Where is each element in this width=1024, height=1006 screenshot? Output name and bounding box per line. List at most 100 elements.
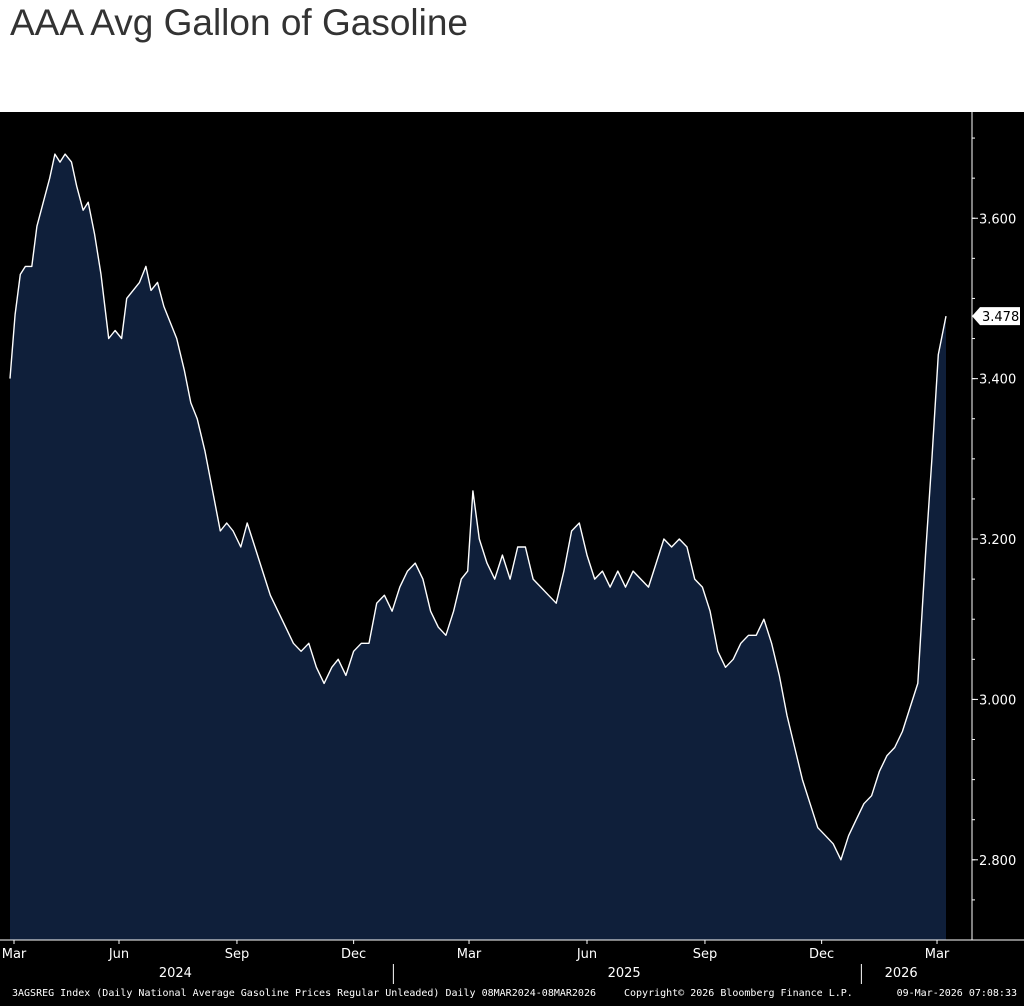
y-tick-label: 3.600 xyxy=(979,212,1016,227)
data-point xyxy=(602,571,603,572)
data-point xyxy=(376,603,377,604)
data-point xyxy=(502,555,503,556)
data-point xyxy=(392,611,393,612)
data-point xyxy=(563,571,564,572)
data-point xyxy=(331,667,332,668)
data-point xyxy=(802,779,803,780)
data-point xyxy=(548,595,549,596)
data-point xyxy=(533,579,534,580)
data-point xyxy=(733,659,734,660)
chart-frame: 2.800 3.000 3.200 3.400 3.600 3.478 Mar Jun Sep D… xyxy=(0,112,1024,1006)
data-point xyxy=(83,210,84,211)
data-point xyxy=(212,490,213,491)
data-point xyxy=(871,795,872,796)
data-point xyxy=(648,587,649,588)
data-point xyxy=(756,635,757,636)
data-point xyxy=(663,538,664,539)
data-point xyxy=(748,635,749,636)
data-point xyxy=(586,555,587,556)
data-point xyxy=(301,651,302,652)
data-point xyxy=(277,611,278,612)
data-point xyxy=(54,154,55,155)
data-point xyxy=(197,418,198,419)
data-point xyxy=(702,587,703,588)
data-point xyxy=(910,707,911,708)
data-point xyxy=(115,330,116,331)
data-point xyxy=(725,667,726,668)
data-point xyxy=(368,643,369,644)
data-point xyxy=(694,579,695,580)
x-tick-label: Jun xyxy=(108,947,129,962)
data-point xyxy=(422,579,423,580)
data-point xyxy=(59,162,60,163)
data-point xyxy=(840,859,841,860)
data-point xyxy=(461,579,462,580)
data-point xyxy=(717,651,718,652)
data-point xyxy=(763,619,764,620)
data-point xyxy=(247,522,248,523)
data-point xyxy=(65,154,66,155)
data-point xyxy=(610,587,611,588)
data-point xyxy=(25,266,26,267)
last-value-flag xyxy=(972,307,1020,326)
data-point xyxy=(779,675,780,676)
year-label: 2026 xyxy=(885,966,918,981)
data-point xyxy=(486,563,487,564)
x-tick-label: Mar xyxy=(925,947,950,962)
data-point xyxy=(121,338,122,339)
data-point xyxy=(656,563,657,564)
data-point xyxy=(94,234,95,235)
data-point xyxy=(438,627,439,628)
data-point xyxy=(100,274,101,275)
series-area xyxy=(10,154,946,941)
data-point xyxy=(49,178,50,179)
data-point xyxy=(817,827,818,828)
data-point xyxy=(894,747,895,748)
data-point xyxy=(345,675,346,676)
data-point xyxy=(338,659,339,660)
data-point xyxy=(324,683,325,684)
y-tick-label: 3.000 xyxy=(979,693,1016,708)
data-point xyxy=(810,803,811,804)
data-point xyxy=(617,571,618,572)
data-point xyxy=(126,298,127,299)
data-point xyxy=(9,378,10,379)
footer-timestamp: 09-Mar-2026 07:08:33 xyxy=(897,988,1017,999)
data-point xyxy=(879,771,880,772)
data-point xyxy=(233,530,234,531)
data-point xyxy=(571,530,572,531)
data-point xyxy=(945,316,946,317)
x-tick-label: Sep xyxy=(225,947,250,962)
data-point xyxy=(856,819,857,820)
data-point xyxy=(671,546,672,547)
data-point xyxy=(384,595,385,596)
data-point xyxy=(467,571,468,572)
data-point xyxy=(270,595,271,596)
page-title: AAA Avg Gallon of Gasoline xyxy=(10,2,469,43)
data-point xyxy=(517,546,518,547)
data-point xyxy=(633,571,634,572)
data-point xyxy=(479,538,480,539)
data-point xyxy=(594,579,595,580)
data-point xyxy=(20,274,21,275)
data-point xyxy=(36,226,37,227)
data-point xyxy=(285,627,286,628)
x-tick-label: Mar xyxy=(2,947,27,962)
data-point xyxy=(686,546,687,547)
x-tick-label: Mar xyxy=(457,947,482,962)
y-tick-label: 3.400 xyxy=(979,373,1016,388)
data-point xyxy=(240,546,241,547)
data-point xyxy=(108,338,109,339)
data-point xyxy=(740,643,741,644)
data-point xyxy=(150,290,151,291)
footer-copyright: Copyright© 2026 Bloomberg Finance L.P. xyxy=(624,988,853,999)
series-line xyxy=(9,153,947,861)
data-point xyxy=(625,587,626,588)
data-point xyxy=(43,202,44,203)
data-point xyxy=(902,731,903,732)
data-point xyxy=(886,755,887,756)
year-label: 2024 xyxy=(159,966,192,981)
data-point xyxy=(494,579,495,580)
data-point xyxy=(293,643,294,644)
data-point xyxy=(31,266,32,267)
